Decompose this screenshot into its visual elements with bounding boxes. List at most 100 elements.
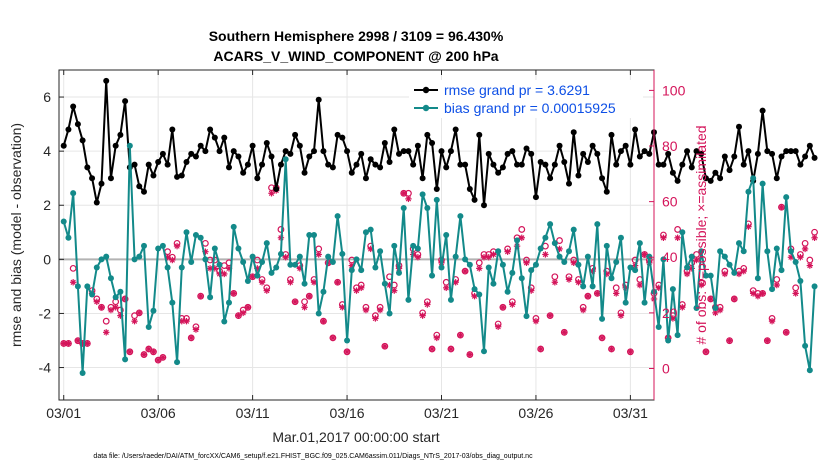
obs-assimilated-marker (641, 251, 648, 258)
obs-star-stroke (783, 329, 789, 335)
obs-assimilated-marker (159, 354, 167, 361)
legend-bias-label: bias grand pr = 0.00015925 (444, 100, 616, 116)
obs-star-stroke (575, 279, 582, 285)
rmse-point (575, 172, 582, 179)
obs-star-stroke (415, 254, 421, 260)
obs-possible-marker (518, 226, 526, 233)
rmse-point (759, 107, 766, 114)
rmse-point (339, 134, 346, 141)
bias-point (207, 294, 214, 301)
obs-star-stroke (490, 251, 497, 258)
rmse-point (617, 148, 624, 155)
obs-star-stroke (712, 310, 719, 316)
bias-point (627, 264, 634, 271)
rmse-point (783, 148, 790, 155)
obs-assimilated-marker (107, 306, 115, 314)
rmse-point (268, 153, 275, 160)
obs-assimilated-marker (726, 337, 733, 344)
obs-star-stroke (670, 315, 676, 322)
bias-point (282, 156, 289, 163)
x-tick-label: 03/31 (613, 405, 648, 421)
obs-assimilated-marker (282, 254, 289, 261)
obs-assimilated-marker (154, 356, 162, 364)
obs-assimilated-marker (759, 290, 766, 297)
obs-star-stroke (561, 329, 567, 335)
obs-star-stroke (462, 268, 468, 274)
x-tick-label: 03/26 (518, 405, 553, 421)
rmse-point (202, 148, 209, 155)
rmse-point (684, 148, 691, 155)
obs-star-stroke (519, 235, 525, 241)
obs-assimilated-marker (749, 290, 757, 297)
x-axis-label: Mar.01,2017 00:00:00 start (272, 429, 439, 445)
rmse-point (622, 142, 629, 149)
bias-point (164, 264, 171, 271)
obs-star-stroke (311, 279, 317, 285)
bias-point (566, 248, 572, 255)
y-axis-left-label: rmse and bias (model - observation) (8, 123, 24, 347)
obs-assimilated-marker (239, 309, 247, 317)
bias-point (358, 267, 365, 274)
bias-point (381, 280, 388, 287)
bias-point (792, 259, 799, 266)
rmse-point (230, 148, 237, 155)
obs-assimilated-marker (301, 304, 308, 311)
obs-assimilated-marker (136, 309, 143, 317)
rmse-point (504, 150, 511, 157)
rmse-point (481, 202, 487, 209)
y-left-tick-label: 6 (43, 89, 51, 105)
rmse-point (424, 131, 431, 138)
bias-point (263, 240, 270, 247)
obs-star-stroke (249, 274, 256, 280)
obs-assimilated-marker (523, 259, 530, 267)
rmse-point (462, 161, 469, 168)
obs-assimilated-marker (424, 301, 431, 308)
rmse-point (688, 164, 695, 171)
obs-star-stroke (268, 190, 275, 196)
obs-assimilated-marker (546, 312, 554, 319)
rmse-point (263, 140, 270, 147)
obs-assimilated-marker (381, 343, 389, 350)
obs-star-stroke (330, 335, 336, 341)
bias-point (726, 261, 733, 268)
bias-point (509, 269, 516, 276)
obs-star-stroke (726, 338, 733, 344)
obs-star-stroke (372, 315, 379, 322)
rmse-point (107, 175, 114, 182)
chart-title-line2: ACARS_V_WIND_COMPONENT @ 200 hPa (213, 48, 498, 64)
obs-star-stroke (486, 254, 492, 260)
rmse-point (476, 131, 483, 138)
bias-point (296, 253, 303, 260)
rmse-point (98, 180, 105, 187)
obs-star-stroke (94, 299, 100, 305)
rmse-point (627, 161, 634, 168)
obs-star-stroke (523, 260, 530, 266)
bias-point (584, 253, 591, 260)
obs-assimilated-marker (783, 329, 790, 336)
rmse-point (485, 150, 492, 157)
obs-assimilated-marker (679, 304, 686, 311)
obs-star-stroke (349, 262, 355, 269)
rmse-point (367, 156, 374, 163)
obs-assimilated-marker (617, 312, 625, 319)
bias-point (481, 348, 487, 355)
bias-point (273, 264, 280, 271)
obs-assimilated-marker (494, 323, 502, 330)
rmse-point (84, 164, 91, 171)
bias-point (155, 245, 162, 252)
obs-star-stroke (363, 307, 369, 313)
y-axis-right-label-text: # of obs: o=possible; ×=assimilated (693, 125, 709, 344)
bias-point (377, 248, 384, 255)
chart-title-line1: Southern Hemisphere 2998 / 3109 = 96.430… (209, 28, 504, 44)
bias-point (136, 253, 143, 260)
rmse-point (70, 103, 77, 110)
obs-star-stroke (533, 318, 539, 324)
bias-point (731, 269, 738, 276)
bias-point (311, 232, 317, 238)
obs-assimilated-marker (792, 290, 799, 297)
rmse-point (391, 126, 398, 133)
obs-star-stroke (75, 338, 81, 344)
bias-point (617, 234, 624, 241)
obs-star-stroke (287, 279, 294, 285)
obs-assimilated-marker (103, 329, 110, 336)
